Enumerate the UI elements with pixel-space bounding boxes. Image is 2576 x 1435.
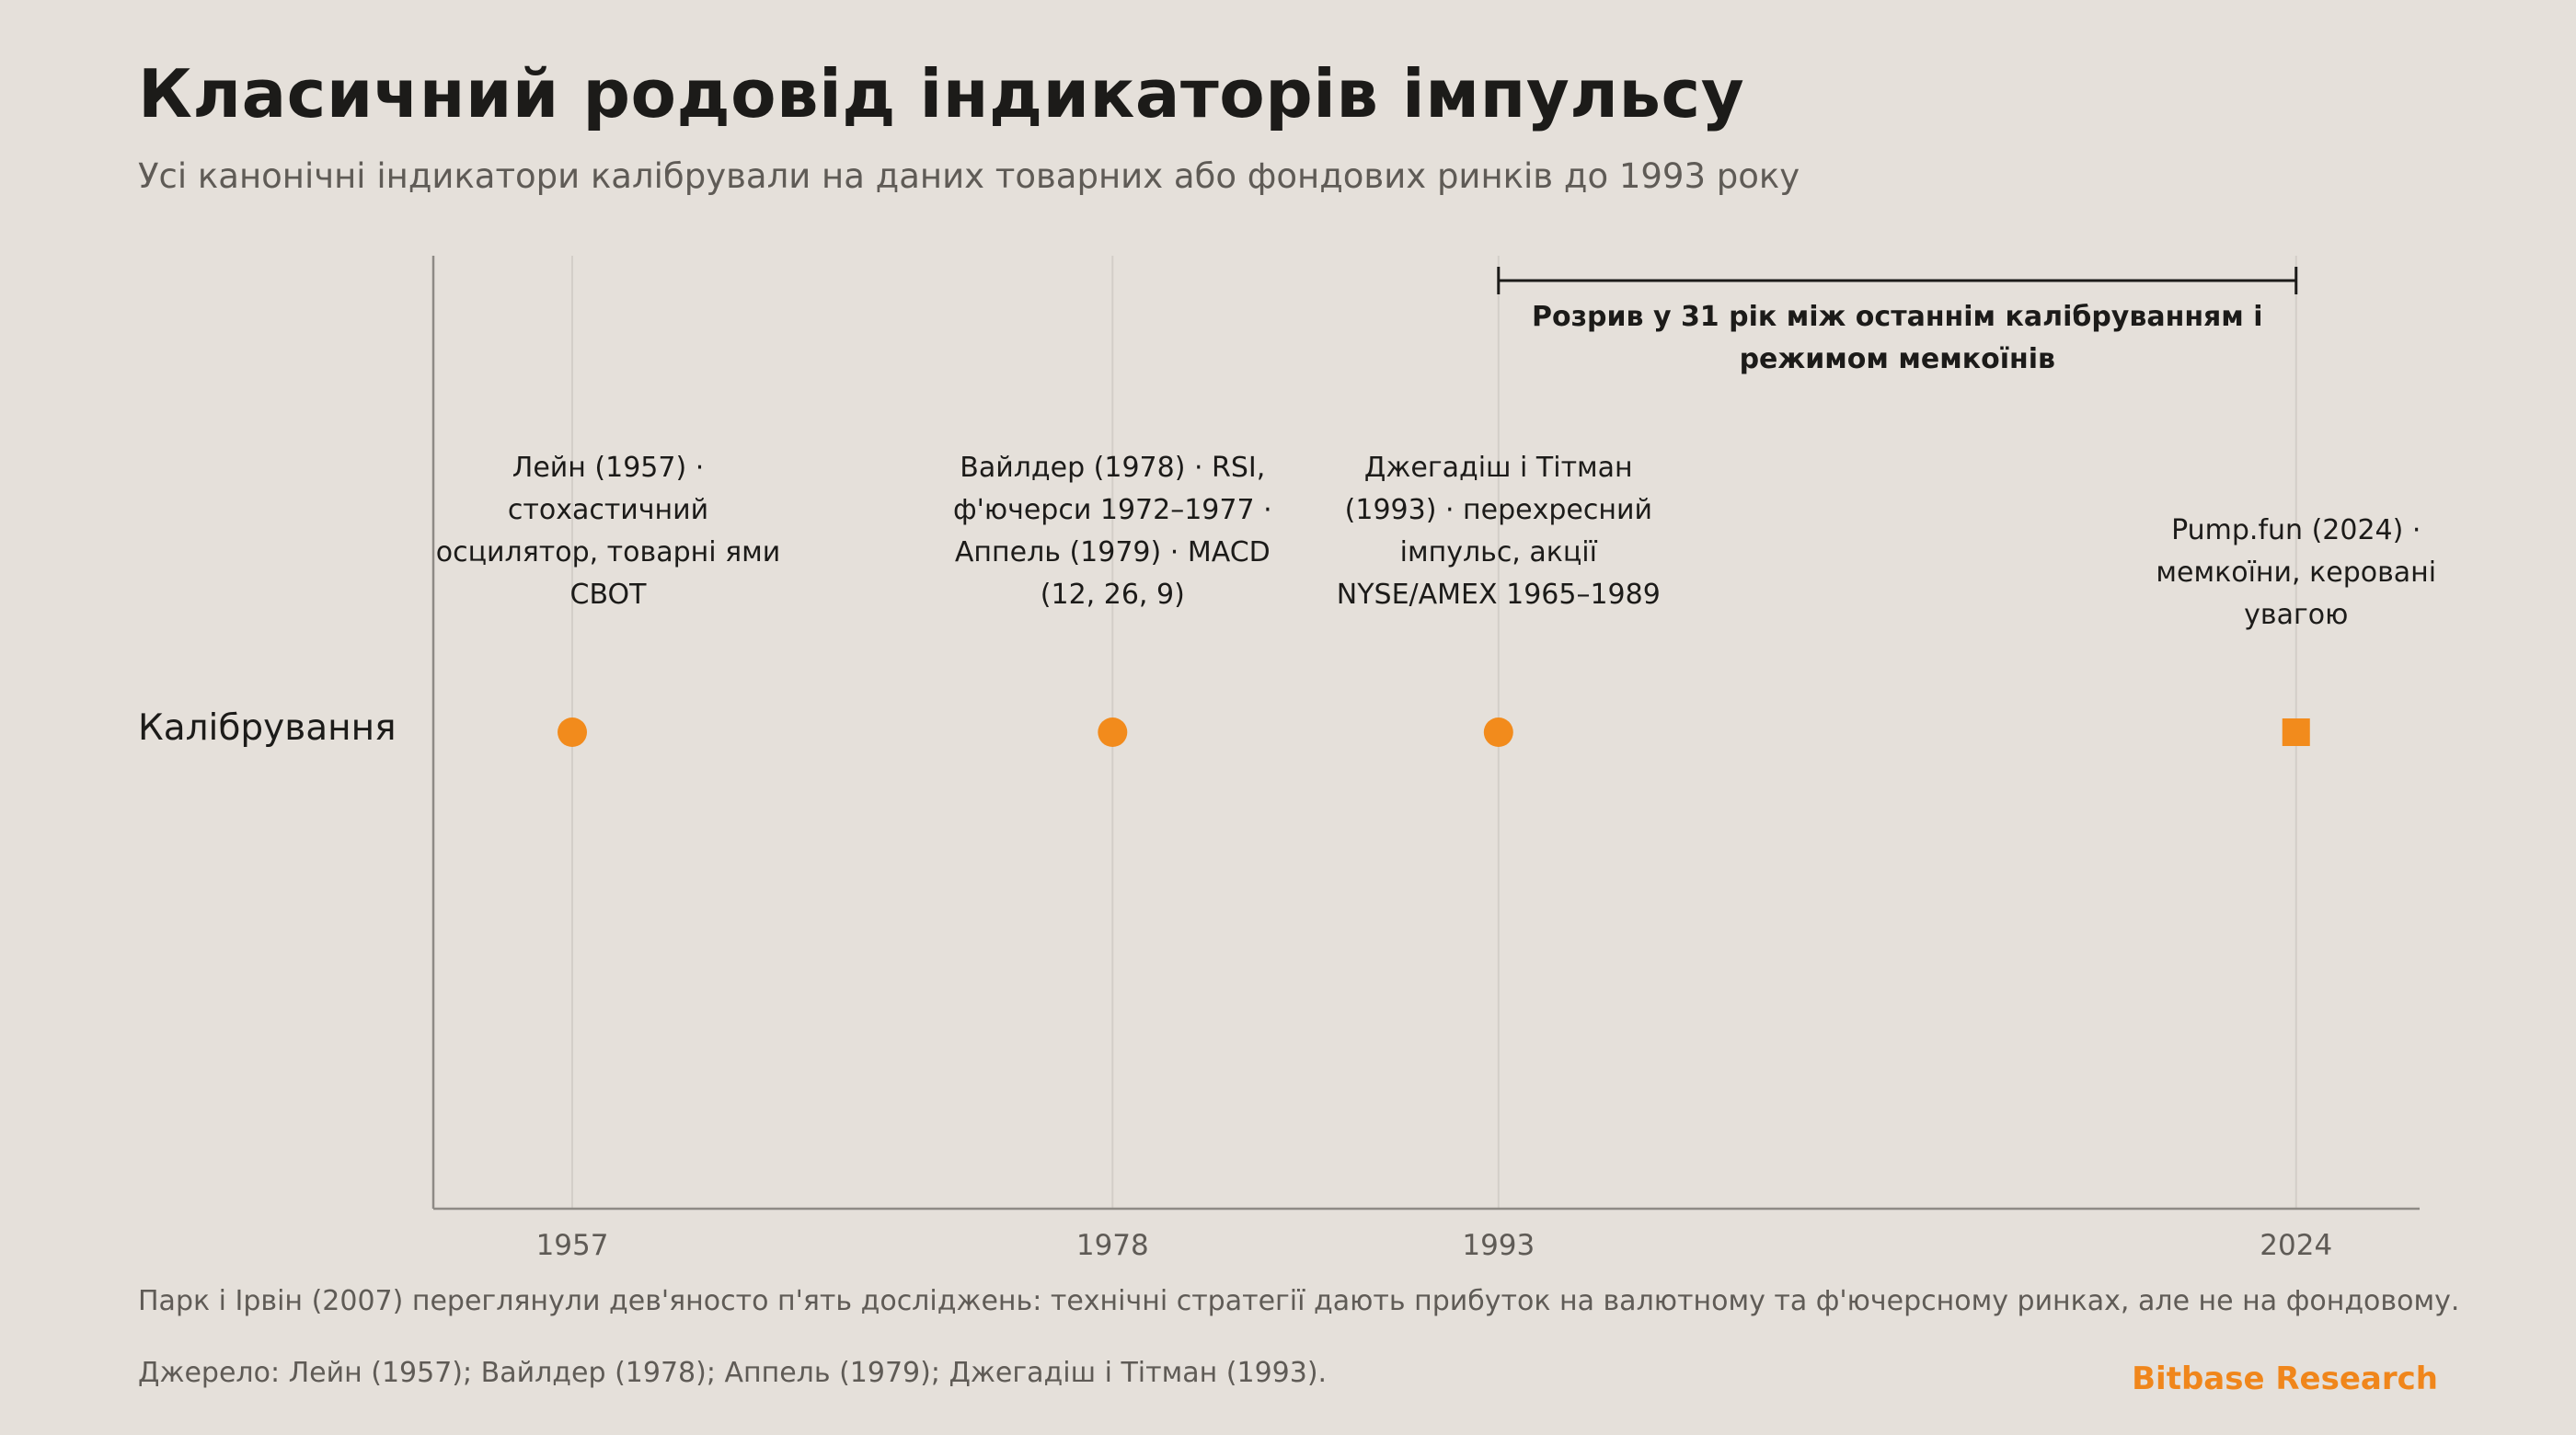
point-label-2024: Pump.fun (2024) · мемкоїни, керовані уваго… [2156,514,2436,631]
data-point-1993 [1483,718,1513,747]
row-label: Калібрування [138,707,397,749]
source-line: Джерело: Лейн (1957); Вайлдер (1978); Ап… [138,1357,1328,1389]
data-point-1978 [1098,718,1128,747]
brand-logo: Bitbase Research [2132,1360,2438,1397]
x-tick-label: 2024 [2260,1229,2332,1262]
x-tick-label: 1993 [1462,1229,1535,1262]
point-label-line: Вайлдер (1978) · RSI, [960,452,1265,484]
gap-annotation: Розрив у 31 рік між останнім калібруванн… [1532,301,2263,375]
point-label-line: осцилятор, товарні ями [436,536,781,568]
point-label-1978: Вайлдер (1978) · RSI, ф'ючерси 1972–1977 … [953,452,1272,611]
data-point-square-2024 [2282,718,2310,746]
point-label-line: (12, 26, 9) [1041,579,1185,611]
point-label-line: Pump.fun (2024) · [2171,514,2421,546]
x-tick-label: 1978 [1076,1229,1149,1262]
point-label-line: CBOT [570,579,648,611]
point-label-line: мемкоїни, керовані [2156,557,2436,589]
gap-annotation-line: режимом мемкоїнів [1740,343,2055,375]
chart-title: Класичний родовід індикаторів імпульсу [138,55,1745,132]
point-label-line: Лейн (1957) · [512,452,705,484]
point-label-1993: Джегадіш і Тітман (1993) · перехресний імп… [1337,452,1661,611]
point-label-line: Джегадіш і Тітман [1364,452,1633,484]
footnote: Парк і Ірвін (2007) переглянули дев'янос… [138,1285,2460,1317]
point-label-line: Аппель (1979) · MACD [955,536,1271,568]
point-label-line: стохастичний [508,494,708,526]
point-label-line: імпульс, акції [1400,536,1598,568]
point-label-line: (1993) · перехресний [1345,494,1652,526]
point-label-line: увагою [2244,599,2348,631]
point-label-1957: Лейн (1957) · стохастичний осцилятор, това… [436,452,781,611]
point-label-line: NYSE/AMEX 1965–1989 [1337,579,1661,611]
point-label-line: ф'ючерси 1972–1977 · [953,494,1272,526]
gap-annotation-line: Розрив у 31 рік між останнім калібруванн… [1532,301,2263,333]
chart-subtitle: Усі канонічні індикатори калібрували на … [138,156,1800,196]
x-tick-label: 1957 [536,1229,609,1262]
data-point-1957 [558,718,588,747]
